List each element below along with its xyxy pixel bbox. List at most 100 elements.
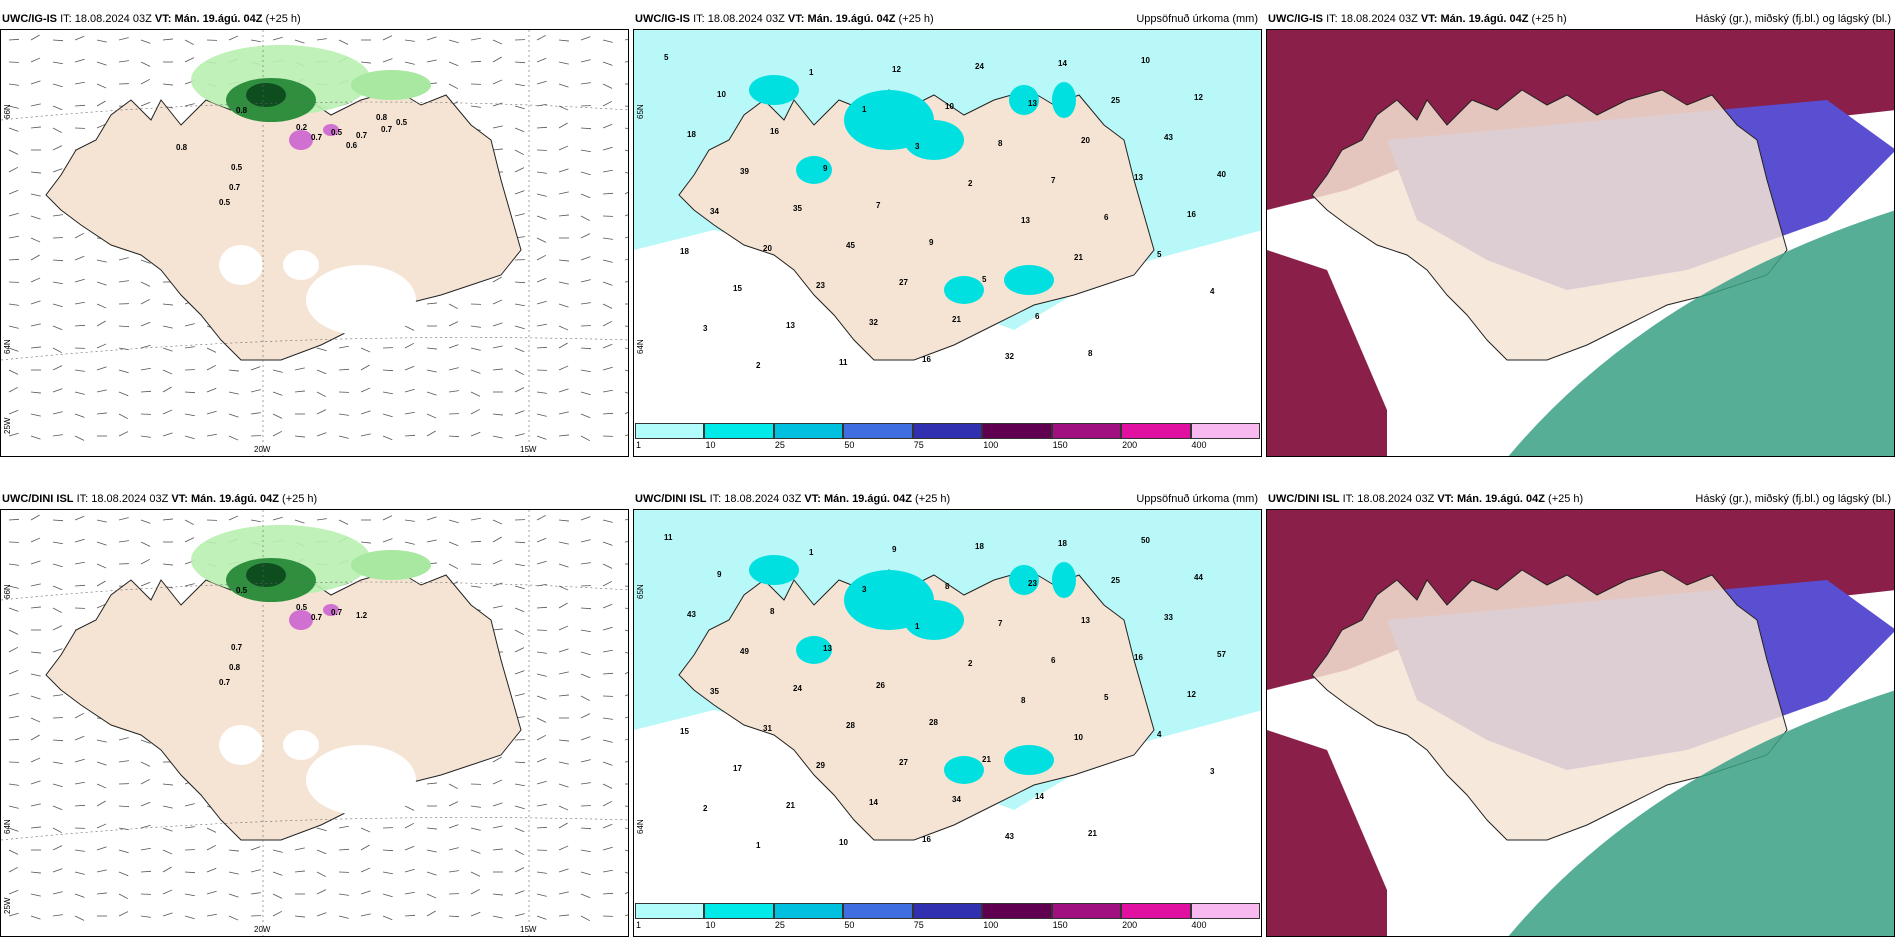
valid-time-label: VT: (1420, 13, 1438, 25)
precip-value-label: 6 (1104, 213, 1109, 222)
precip-value-label: 0.7 (311, 133, 323, 142)
precip-value-label: 35 (710, 687, 719, 696)
precip-value-label: 1 (809, 548, 814, 557)
precip-value-label: 14 (1035, 792, 1044, 801)
panel-model-name: UWC/IG-IS (635, 13, 690, 25)
colorbar-tick-label: 25 (774, 920, 785, 930)
colorbar: 1 10 25 50 75 100 150 200 400 (635, 903, 1260, 931)
precip-value-label: 31 (763, 724, 772, 733)
colorbar-swatch (843, 903, 913, 919)
map-canvas (1267, 510, 1894, 936)
precip-value-label: 14 (869, 798, 878, 807)
map-area[interactable]: 5 10 16 9 7 9 5 6 8 10 12 18 39 35 45 27 21 32 14 25 43 40 34 2… (633, 29, 1262, 457)
precip-value-label: 21 (952, 315, 961, 324)
colorbar-tick-label: 100 (983, 920, 999, 930)
colorbar-tick-label: 25 (774, 440, 785, 450)
valid-time: Mán. 19.ágú. 04Z (807, 13, 896, 25)
precip-value-label: 20 (1081, 136, 1090, 145)
precip-value-label: 18 (1058, 539, 1067, 548)
precip-value-label: 44 (1194, 573, 1203, 582)
precip-value-label: 21 (1074, 253, 1083, 262)
init-time-label: IT: (76, 493, 89, 505)
precip-value-label: 12 (892, 65, 901, 74)
precip-value-label: 57 (1217, 650, 1226, 659)
latitude-label: 25W (3, 417, 12, 434)
panel-model-name: UWC/IG-IS (1268, 13, 1323, 25)
precip-value-label: 32 (869, 318, 878, 327)
precip-value-label: 34 (710, 207, 719, 216)
land-iceland (1311, 569, 1788, 841)
panel-header: UWC/DINI ISL IT: 18.08.2024 03Z VT: Mán.… (2, 493, 625, 507)
colorbar-swatch (982, 903, 1052, 919)
init-time: 18.08.2024 03Z (74, 13, 152, 25)
precip-value-label: 3 (1210, 767, 1215, 776)
cloud-high-west (1267, 250, 1387, 456)
precip-value-label: 5 (664, 53, 669, 62)
latitude-label: 66N (3, 104, 12, 119)
precip-value-label: 39 (740, 167, 749, 176)
map-area[interactable] (1266, 509, 1895, 937)
precip-value-label: 35 (793, 204, 802, 213)
panel-header: UWC/IG-IS IT: 18.08.2024 03Z VT: Mán. 19… (635, 13, 1258, 27)
init-time: 18.08.2024 03Z (91, 493, 169, 505)
precip-value-label: 5 (1104, 693, 1109, 702)
precip-value-label: 5 (982, 275, 987, 284)
precip-value-label: 0.5 (396, 118, 408, 127)
lead-time: (+25 h) (898, 13, 934, 25)
precip-value-label: 8 (945, 582, 950, 591)
precip-value-label: 23 (816, 281, 825, 290)
colorbar-tick-label: 200 (1122, 920, 1138, 930)
valid-time-label: VT: (804, 493, 821, 505)
precip-value-label: 49 (740, 647, 749, 656)
precip-area-heavy (749, 555, 1076, 784)
valid-time: Mán. 19.ágú. 04Z (174, 13, 263, 25)
precip-value-label: 14 (1058, 59, 1067, 68)
map-area[interactable]: 11 9 8 13 26 28 21 14 21 50 44 43 49 24 28 27 34 43 18 25 33… (633, 509, 1262, 937)
precip-value-label: 26 (876, 681, 885, 690)
precip-value-label: 7 (998, 619, 1003, 628)
colorbar-swatch (635, 903, 705, 919)
valid-time-label: VT: (171, 493, 188, 505)
precip-value-label: 3 (703, 324, 708, 333)
precip-value-label: 0.7 (229, 183, 241, 192)
init-time-label: IT: (709, 493, 722, 505)
panel-header: UWC/DINI ISL IT: 18.08.2024 03Z VT: Mán.… (635, 493, 1258, 507)
precip-value-label: 9 (929, 238, 934, 247)
precip-value-label: 29 (816, 761, 825, 770)
precip-value-label: 21 (786, 801, 795, 810)
panel-precip-iceland-igis: UWC/IG-IS IT: 18.08.2024 03Z VT: Mán. 19… (633, 9, 1262, 457)
colorbar-swatch (912, 423, 983, 439)
precip-value-label: 9 (823, 164, 828, 173)
colorbar-swatch (773, 423, 844, 439)
longitude-label: 20W (254, 925, 271, 934)
map-area[interactable] (1266, 29, 1895, 457)
colorbar-swatch (1121, 903, 1191, 919)
map-area[interactable]: 0.5 0.7 0.8 0.7 0.5 0.7 0.7 1.2 (0, 509, 629, 937)
precip-value-label: 9 (892, 545, 897, 554)
colorbar-swatch (1051, 423, 1122, 439)
panel-header: UWC/IG-IS IT: 18.08.2024 03Z VT: Mán. 19… (2, 13, 625, 27)
precip-value-label: 9 (717, 570, 722, 579)
map-canvas (1267, 30, 1894, 456)
lead-time: (+25 h) (1531, 13, 1567, 25)
precip-value-label: 0.5 (296, 603, 308, 612)
map-canvas: 1198132628211421504443492428273443182533… (634, 510, 1261, 936)
init-time-label: IT: (693, 13, 705, 25)
precip-value-label: 43 (687, 610, 696, 619)
land-iceland (1311, 89, 1788, 361)
init-time-label: IT: (1342, 493, 1355, 505)
precip-value-label: 43 (1164, 133, 1173, 142)
precip-value-label: 0.7 (356, 131, 368, 140)
map-area[interactable]: 0.8 0.5 0.7 0.5 0.2 0.7 0.5 0.7 0.6 0.8 0.5 0.7 0.8 (0, 29, 629, 457)
colorbar-swatch (982, 423, 1052, 439)
latitude-label: 64N (3, 339, 12, 354)
precip-area-heavy (749, 75, 1076, 304)
colorbar-tick-label: 75 (913, 920, 924, 930)
colorbar-swatch (635, 423, 705, 439)
precip-value-label: 24 (975, 62, 984, 71)
precip-value-label: 12 (1187, 690, 1196, 699)
latitude-label: 64N (3, 819, 12, 834)
precip-value-label: 16 (770, 127, 779, 136)
latitude-label: 66N (3, 584, 12, 599)
init-time: 18.08.2024 03Z (1340, 13, 1418, 25)
